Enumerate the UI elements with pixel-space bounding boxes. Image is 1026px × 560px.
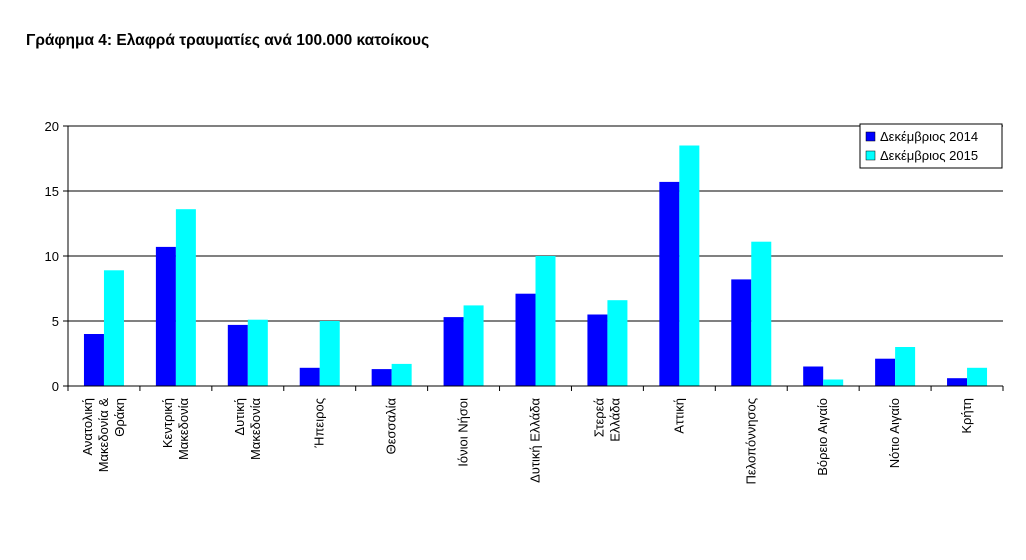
category-label: Δυτική Ελλάδα [528, 398, 543, 483]
category-label: Αττική [671, 398, 686, 434]
category-label-line: Μακεδονία & [96, 398, 111, 473]
category-label: Δυτική Μακεδονία [232, 398, 263, 460]
category-label-line: Πελοπόννησος [743, 398, 758, 484]
chart-title: Γράφημα 4: Ελαφρά τραυματίες ανά 100.000… [26, 32, 430, 49]
legend-label: Δεκέμβριος 2014 [880, 129, 978, 144]
category-label-line: Κεντρική [160, 398, 175, 448]
bar [967, 367, 988, 386]
category-label-line: Δυτική [232, 398, 247, 436]
bar [299, 367, 320, 386]
bar [371, 369, 392, 386]
legend-swatch [865, 131, 876, 142]
category-label-line: Ήπειρος [312, 398, 327, 448]
bar [155, 246, 176, 386]
bar [679, 145, 700, 386]
y-tick-label: 20 [45, 119, 59, 134]
category-label-line: Ανατολική [80, 398, 95, 456]
y-tick-label: 10 [45, 249, 59, 264]
category-label-line: Θράκη [112, 398, 127, 437]
category-label: Στερεά Ελλάδα [591, 398, 622, 442]
bar [751, 241, 772, 386]
bar [319, 321, 340, 386]
bar [535, 256, 556, 386]
category-label-line: Ελλάδα [607, 398, 622, 442]
category-label: Νότιο Αιγαίο [887, 398, 902, 468]
category-label-line: Ιόνιοι Νήσοι [456, 398, 471, 467]
category-label-line: Μακεδονία [248, 398, 263, 460]
legend-swatch [865, 150, 876, 161]
category-label: Θεσσαλία [384, 398, 399, 455]
bar [391, 363, 412, 386]
y-tick-labels: 0 5 10 15 20 [45, 119, 59, 394]
y-tick-label: 0 [52, 379, 59, 394]
bar [463, 305, 484, 386]
bar [587, 314, 608, 386]
category-label: Κρήτη [959, 398, 974, 434]
category-label-line: Θεσσαλία [384, 398, 399, 455]
bar [83, 334, 104, 386]
bars [83, 145, 988, 386]
bar [175, 209, 196, 386]
legend-label: Δεκέμβριος 2015 [880, 148, 978, 163]
bar [731, 279, 752, 386]
category-label-line: Στερεά [591, 398, 606, 438]
category-label: Ήπειρος [312, 398, 327, 448]
category-label-line: Δυτική Ελλάδα [528, 398, 543, 483]
x-tick-labels: Ανατολική Μακεδονία & Θράκη Κεντρική Μακεδον… [80, 398, 974, 485]
category-label: Ανατολική Μακεδονία & Θράκη [80, 398, 127, 473]
bar [803, 366, 824, 386]
category-label-line: Αττική [671, 398, 686, 434]
category-label-line: Νότιο Αιγαίο [887, 398, 902, 468]
legend: Δεκέμβριος 2014 Δεκέμβριος 2015 [859, 123, 1003, 169]
bar [247, 319, 268, 386]
category-label: Πελοπόννησος [743, 398, 758, 484]
category-label-line: Βόρειο Αιγαίο [815, 398, 830, 476]
bar [947, 378, 968, 386]
category-label: Ιόνιοι Νήσοι [456, 398, 471, 467]
bar [227, 324, 248, 386]
y-tick-label: 15 [45, 184, 59, 199]
category-label: Κεντρική Μακεδονία [160, 398, 191, 460]
y-tick-label: 5 [52, 314, 59, 329]
category-label: Βόρειο Αιγαίο [815, 398, 830, 476]
legend-box [859, 123, 1003, 169]
bar [659, 181, 680, 386]
bar [875, 358, 896, 386]
bar [515, 293, 536, 386]
bar [607, 300, 628, 386]
bar [443, 317, 464, 386]
axes [63, 125, 1004, 391]
category-label-line: Κρήτη [959, 398, 974, 434]
bar [895, 347, 916, 386]
category-label-line: Μακεδονία [176, 398, 191, 460]
bar [103, 270, 124, 386]
bar [823, 379, 844, 386]
